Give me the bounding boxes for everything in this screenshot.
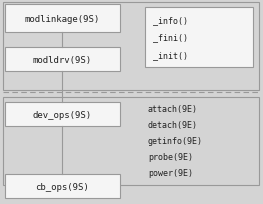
Bar	[5, 5, 120, 33]
Text: attach(9E): attach(9E)	[148, 104, 198, 113]
Bar	[3, 98, 259, 185]
Text: modldrv(9S): modldrv(9S)	[33, 55, 92, 64]
Bar	[3, 3, 259, 91]
Text: dev_ops(9S): dev_ops(9S)	[33, 110, 92, 119]
Text: getinfo(9E): getinfo(9E)	[148, 136, 203, 145]
Text: _init(): _init()	[153, 51, 188, 60]
Bar	[5, 48, 120, 72]
Bar	[5, 102, 120, 126]
Bar	[5, 174, 120, 198]
Text: power(9E): power(9E)	[148, 168, 193, 177]
Text: _info(): _info()	[153, 16, 188, 25]
Bar	[145, 8, 253, 68]
Text: detach(9E): detach(9E)	[148, 120, 198, 129]
Text: modlinkage(9S): modlinkage(9S)	[25, 14, 100, 23]
Text: cb_ops(9S): cb_ops(9S)	[36, 182, 89, 191]
Text: probe(9E): probe(9E)	[148, 152, 193, 161]
Text: _fini(): _fini()	[153, 33, 188, 42]
